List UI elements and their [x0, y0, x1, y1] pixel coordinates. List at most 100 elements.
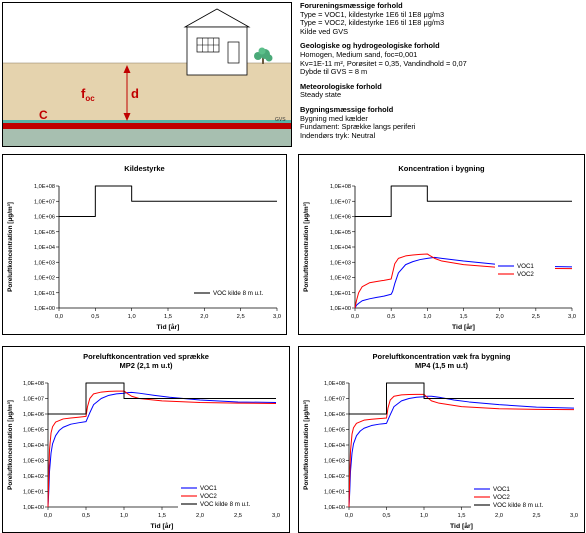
- chart-title: Kildestyrke: [124, 164, 164, 173]
- y-tick-label: 1,0E+00: [34, 306, 55, 312]
- legend-entry: VOC kilde 8 m u.t.: [493, 502, 543, 509]
- chart-svg: Koncentration i bygning 1,0E+00 1,0E+01 1,0…: [303, 164, 576, 331]
- y-tick-label: 1,0E+00: [330, 306, 351, 312]
- y-tick-label: 1,0E+04: [23, 443, 44, 449]
- y-axis-label: Poreluftkoncentration [μg/m³]: [303, 400, 310, 490]
- y-tick-label: 1,0E+02: [34, 276, 55, 282]
- chart-vaek-fra-bygning: Poreluftkoncentration væk fra bygning MP4…: [298, 346, 585, 533]
- info-heading: Forureningsmæssige forhold: [300, 1, 403, 10]
- info-line: Bygning med kælder: [300, 113, 368, 123]
- y-tick-label: 1,0E+01: [23, 490, 44, 496]
- info-line: Type = VOC1, kildestyrke 1E6 til 1E8 μg/…: [300, 9, 445, 19]
- x-tick-label: 1,5: [158, 513, 166, 519]
- foc-label: foc: [81, 86, 95, 103]
- y-tick-label: 1,0E+08: [330, 184, 351, 190]
- x-tick-label: 2,0: [200, 314, 208, 320]
- y-tick-label: 1,0E+03: [330, 260, 351, 266]
- y-tick-label: 1,0E+05: [23, 428, 44, 434]
- y-tick-label: 1,0E+02: [324, 474, 345, 480]
- depth-label: d: [131, 86, 139, 101]
- series-line: [354, 256, 573, 309]
- series-line: [348, 395, 575, 508]
- series-line: [349, 382, 574, 415]
- chart-title: Poreluftkoncentration væk fra bygning: [373, 352, 511, 361]
- series-line: [348, 393, 575, 508]
- legend-box: [191, 289, 279, 300]
- x-tick-label: 1,0: [420, 513, 428, 519]
- x-tick-label: 2,5: [234, 513, 242, 519]
- chart-svg: Poreluftkoncentration væk fra bygningMP4…: [303, 352, 579, 530]
- x-tick-label: 0,0: [351, 314, 359, 320]
- info-heading: Bygningsmæssige forhold: [300, 104, 394, 114]
- info-line: Homogen, Medium sand, foc=0,001: [300, 49, 418, 59]
- y-tick-label: 1,0E+03: [34, 260, 55, 266]
- info-heading: Geologiske og hydrogeologiske forhold: [300, 41, 440, 51]
- x-tick-label: 0,0: [55, 314, 63, 320]
- y-tick-label: 1,0E+03: [23, 459, 44, 465]
- y-tick-label: 1,0E+08: [34, 184, 55, 190]
- x-axis-label: Tid [år]: [151, 522, 174, 530]
- info-line: Steady state: [300, 90, 342, 100]
- chart-koncentration-bygning: Koncentration i bygning 1,0E+00 1,0E+01 1,0…: [298, 154, 585, 335]
- chart-subtitle: MP4 (1,5 m u.t): [415, 361, 468, 370]
- y-tick-label: 1,0E+07: [23, 397, 44, 403]
- info-line: Kilde ved GVS: [300, 26, 349, 36]
- x-tick-label: 3,0: [272, 513, 280, 519]
- site-scene: d foc C GVS: [2, 2, 292, 147]
- x-axis-label: Tid [år]: [452, 323, 475, 331]
- y-tick-label: 1,0E+05: [34, 230, 55, 236]
- site-scene-drawing: d foc C GVS: [3, 8, 291, 146]
- info-line: Dybde til GVS = 8 m: [300, 67, 368, 77]
- series-line: [59, 185, 277, 217]
- chart-subtitle: MP2 (2,1 m u.t): [120, 361, 173, 370]
- x-tick-label: 1,0: [120, 513, 128, 519]
- y-tick-label: 1,0E+02: [23, 474, 44, 480]
- tree-icon: [254, 47, 273, 64]
- x-tick-label: 2,0: [496, 314, 504, 320]
- series-line: [355, 185, 572, 217]
- series-line: [48, 382, 276, 415]
- info-line: Fundament: Sprække langs periferi: [300, 122, 416, 132]
- y-tick-label: 1,0E+06: [324, 412, 345, 418]
- depth-arrow-icon: [123, 65, 131, 121]
- x-tick-label: 3,0: [568, 314, 576, 320]
- y-tick-label: 1,0E+01: [34, 291, 55, 297]
- chart-title: Koncentration i bygning: [398, 164, 485, 173]
- legend-entry: VOC2: [200, 493, 217, 500]
- x-tick-label: 2,5: [237, 314, 245, 320]
- y-tick-label: 1,0E+05: [330, 230, 351, 236]
- y-axis-label: Poreluftkoncentration [μg/m³]: [7, 202, 14, 292]
- legend-entry: VOC1: [493, 486, 510, 493]
- x-tick-label: 0,5: [91, 314, 99, 320]
- y-tick-label: 1,0E+01: [330, 291, 351, 297]
- legend-entry: VOC kilde 8 m u.t.: [200, 501, 250, 508]
- source-band: [3, 123, 291, 129]
- x-tick-label: 1,0: [128, 314, 136, 320]
- c-label: C: [39, 108, 48, 122]
- y-axis-label: Poreluftkoncentration [μg/m³]: [303, 202, 310, 292]
- scenario-info: Forureningsmæssige forhold Type = VOC1, …: [300, 1, 584, 140]
- x-axis-label: Tid [år]: [157, 323, 180, 331]
- y-tick-label: 1,0E+00: [324, 505, 345, 511]
- x-tick-label: 1,5: [457, 513, 465, 519]
- legend-entry: VOC1: [200, 485, 217, 492]
- y-tick-label: 1,0E+06: [34, 215, 55, 221]
- info-line: Kv=1E-11 m², Porøsitet = 0,35, Vandindho…: [300, 58, 467, 68]
- y-tick-label: 1,0E+05: [324, 428, 345, 434]
- y-tick-label: 1,0E+06: [330, 215, 351, 221]
- chart-title: Poreluftkoncentration ved sprække: [83, 352, 209, 361]
- y-tick-label: 1,0E+08: [23, 381, 44, 387]
- x-tick-label: 1,0: [423, 314, 431, 320]
- y-tick-label: 1,0E+00: [23, 505, 44, 511]
- legend-entry: VOC2: [517, 271, 534, 278]
- x-tick-label: 0,5: [387, 314, 395, 320]
- x-tick-label: 0,5: [382, 513, 390, 519]
- series-line: [354, 253, 573, 309]
- y-tick-label: 1,0E+01: [324, 490, 345, 496]
- x-tick-label: 2,5: [532, 314, 540, 320]
- x-tick-label: 2,0: [495, 513, 503, 519]
